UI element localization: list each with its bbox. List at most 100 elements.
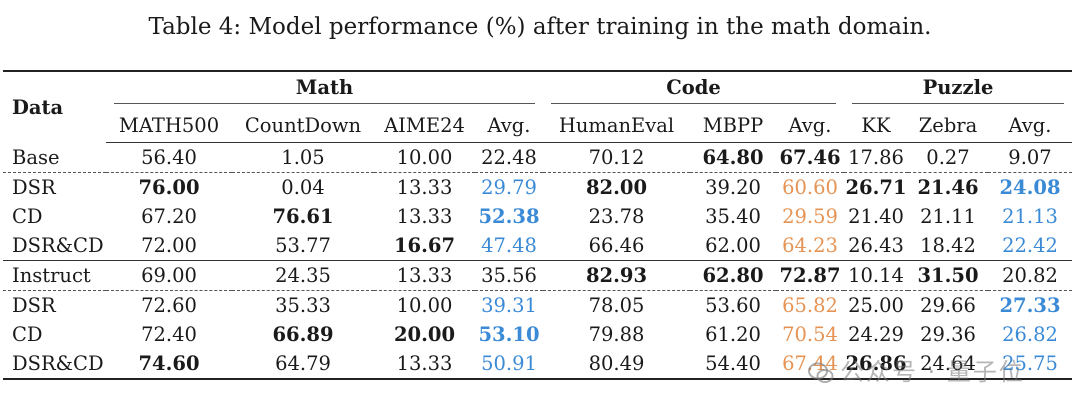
group-header-code: Code (543, 70, 844, 108)
table-cell: 52.38 (478, 205, 540, 228)
table-cell: 82.00 (543, 172, 690, 202)
table-cell: 69.00 (106, 260, 232, 291)
table-cell: 72.60 (106, 290, 232, 320)
table-cell: 13.33 (374, 172, 475, 202)
table-cell: 66.46 (588, 234, 645, 257)
row-label: DSR (3, 172, 106, 202)
row-label: Instruct (3, 260, 106, 291)
table-cell: 39.31 (475, 290, 543, 320)
column-header: HumanEval (543, 108, 690, 143)
table-cell: 26.82 (1002, 323, 1058, 346)
table-cell: 35.40 (705, 205, 761, 228)
table-cell: 21.11 (920, 205, 976, 228)
table-cell: 21.46 (908, 172, 988, 202)
results-table: Data Math Code Puzzle MATH500 CountDown AI… (3, 70, 1072, 380)
table-cell: 50.91 (475, 349, 543, 380)
column-header: AIME24 (374, 108, 475, 143)
table-cell: 66.89 (272, 323, 334, 346)
column-header: MBPP (690, 108, 776, 143)
table-cell: 0.27 (926, 146, 970, 169)
row-label: CD (12, 323, 43, 346)
table-cell: 35.56 (475, 260, 543, 291)
row-label: Base (12, 145, 60, 169)
table-cell: 78.05 (543, 290, 690, 320)
table-cell: 76.00 (106, 172, 232, 202)
table-row: DSR&CD 72.00 53.77 16.67 47.48 66.46 62.00 64.2… (3, 231, 1072, 261)
header-data: Data (3, 70, 106, 143)
table-cell: 79.88 (588, 323, 645, 346)
table-cell: 54.40 (690, 349, 776, 380)
table-cell: 72.00 (141, 234, 197, 257)
table-cell: 47.48 (481, 234, 537, 257)
table-cell: 20.00 (393, 323, 456, 346)
table-cell: 17.86 (848, 146, 904, 169)
table-cell: 23.78 (588, 205, 645, 228)
table-cell: 29.59 (782, 205, 838, 228)
table-cell: 64.79 (232, 349, 374, 380)
watermark: 公众号 · 量子位 (808, 352, 1025, 387)
table-cell: 10.00 (396, 146, 453, 169)
table-cell: 10.14 (844, 260, 908, 291)
column-header: Zebra (908, 108, 988, 143)
table-cell: 64.23 (782, 234, 838, 257)
row-label: CD (12, 205, 43, 228)
table-cell: 72.87 (776, 260, 844, 291)
table-cell: 82.93 (543, 260, 690, 291)
table-row: Instruct 69.00 24.35 13.33 35.56 82.93 62.80 72… (3, 260, 1072, 291)
row-label: DSR (3, 290, 106, 320)
column-header: Avg. (776, 108, 844, 143)
table-cell: 35.33 (232, 290, 374, 320)
table-cell: 20.82 (988, 260, 1072, 291)
wechat-icon (808, 362, 834, 383)
table-cell: 70.54 (782, 323, 838, 346)
table-row: Base 56.40 1.05 10.00 22.48 70.12 64.80 67.46 17… (3, 143, 1072, 173)
table-cell: 62.00 (705, 234, 761, 257)
table-row: CD 72.40 66.89 20.00 53.10 79.88 61.20 70.54 24.… (3, 320, 1072, 349)
table-row: DSR 76.00 0.04 13.33 29.79 82.00 39.20 60.60 26.… (3, 172, 1072, 202)
table-cell: 56.40 (141, 146, 197, 169)
table-cell: 72.40 (141, 323, 197, 346)
column-header: Avg. (475, 108, 543, 143)
table-cell: 26.43 (848, 234, 904, 257)
table-cell: 16.67 (393, 234, 456, 257)
table-cell: 53.77 (275, 234, 331, 257)
table-cell: 22.42 (1002, 234, 1058, 257)
table-cell: 65.82 (776, 290, 844, 320)
table-cell: 64.80 (702, 146, 764, 169)
table-cell: 62.80 (690, 260, 776, 291)
table-cell: 29.66 (908, 290, 988, 320)
table-cell: 31.50 (908, 260, 988, 291)
column-header: Avg. (988, 108, 1072, 143)
group-header-math: Math (106, 70, 543, 108)
table-row: DSR&CD 74.60 64.79 13.33 50.91 80.49 54.40 67.4… (3, 349, 1072, 380)
table-cell: 74.60 (106, 349, 232, 380)
table-cell: 26.71 (844, 172, 908, 202)
table-cell: 21.40 (848, 205, 904, 228)
table-cell: 24.08 (988, 172, 1072, 202)
column-header: KK (844, 108, 908, 143)
table-cell: 60.60 (776, 172, 844, 202)
table-cell: 9.07 (1008, 146, 1052, 169)
table-caption: Table 4: Model performance (%) after tra… (148, 14, 932, 40)
table-cell: 67.20 (141, 205, 197, 228)
table-cell: 13.33 (374, 349, 475, 380)
table-cell: 10.00 (374, 290, 475, 320)
table-cell: 53.60 (690, 290, 776, 320)
row-label: DSR&CD (3, 349, 106, 380)
row-label: DSR&CD (12, 234, 104, 257)
table-cell: 61.20 (705, 323, 761, 346)
watermark-text: 公众号 · 量子位 (840, 358, 1025, 386)
table-cell: 53.10 (478, 323, 540, 346)
table-cell: 0.04 (232, 172, 374, 202)
table-cell: 70.12 (588, 146, 645, 169)
table-cell: 29.36 (920, 323, 976, 346)
table-cell: 24.35 (232, 260, 374, 291)
table-cell: 21.13 (1002, 205, 1058, 228)
column-header: CountDown (232, 108, 374, 143)
table-cell: 67.46 (779, 146, 841, 169)
table-cell: 26.86 (844, 349, 908, 380)
table-cell: 1.05 (281, 146, 325, 169)
table-cell: 13.33 (396, 205, 453, 228)
table-cell: 39.20 (690, 172, 776, 202)
table-cell: 24.29 (848, 323, 904, 346)
